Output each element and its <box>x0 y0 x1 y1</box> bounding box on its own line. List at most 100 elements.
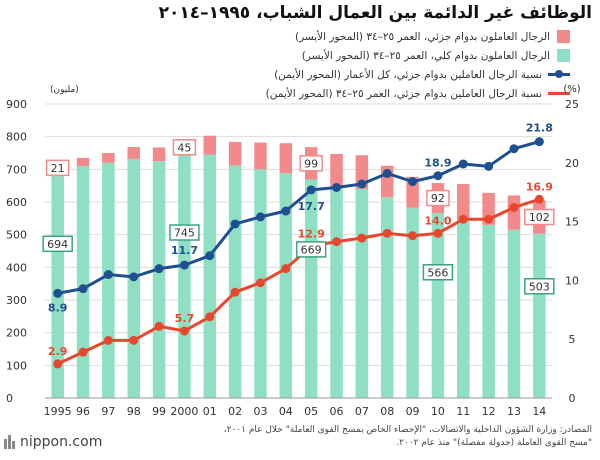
left-tick-label: 100 <box>6 359 27 372</box>
label-line-young: 16.9 <box>526 180 553 193</box>
line-all-point <box>230 219 240 229</box>
left-tick-label: 500 <box>6 229 27 242</box>
bar-fulltime <box>304 179 318 398</box>
source-line-2: "مسح القوى العاملة (جدولة مفصلة)" منذ عا… <box>396 438 592 448</box>
x-tick-label: 09 <box>406 405 420 418</box>
line-young-point <box>53 359 63 369</box>
line-young-point <box>458 214 468 224</box>
right-tick-label: 5 <box>569 333 576 346</box>
line-young-point <box>382 228 392 238</box>
line-all-point <box>255 212 265 222</box>
bar-parttime <box>127 147 140 159</box>
label-line-all: 21.8 <box>526 122 553 135</box>
right-tick-label: 25 <box>565 98 579 111</box>
label-line-young: 12.9 <box>298 227 325 240</box>
right-axis-label: (%) <box>563 84 580 95</box>
line-all-point <box>103 270 113 280</box>
right-tick-label: 10 <box>565 274 579 287</box>
line-all-point <box>382 168 392 178</box>
chart-title: الوظائف غير الدائمة بين العمال الشباب، ١… <box>158 3 592 23</box>
label-parttime-box <box>45 159 70 177</box>
left-tick-label: 600 <box>6 196 27 209</box>
x-tick-label: 98 <box>127 405 141 418</box>
legend-item-line-all: نسبة الرجال العاملين بدوام جزئي، كل الأع… <box>150 65 570 84</box>
bar-fulltime <box>507 229 521 398</box>
x-tick-label: 04 <box>279 405 293 418</box>
label-line-young: 14.0 <box>424 214 451 227</box>
bar-fulltime <box>152 161 166 398</box>
x-tick-label: 10 <box>431 405 445 418</box>
bar-fulltime <box>330 187 343 398</box>
x-tick-label: 11 <box>456 405 470 418</box>
bar-fulltime <box>406 207 419 398</box>
label-line-all: 17.7 <box>298 200 325 213</box>
x-tick-label: 07 <box>355 405 369 418</box>
label-fulltime-box <box>422 264 454 281</box>
label-fulltime-box <box>169 224 200 241</box>
label-fulltime: 745 <box>174 227 195 240</box>
legend-swatch-line-young <box>548 87 570 100</box>
line-young-point <box>154 321 164 331</box>
left-tick-label: 300 <box>6 294 27 307</box>
legend: الرجال العاملون بدوام جزئي، العمر ٢٥–٣٤ … <box>150 27 570 103</box>
legend-item-line-young: نسبة الرجال العاملين بدوام جزئي، العمر ٢… <box>150 84 570 103</box>
label-parttime: 102 <box>529 211 550 224</box>
label-fulltime: 669 <box>301 243 322 256</box>
x-tick-label: 13 <box>507 405 521 418</box>
label-parttime-box <box>299 155 323 172</box>
label-fulltime: 694 <box>47 238 68 251</box>
label-parttime: 92 <box>431 192 445 205</box>
line-all-point <box>78 284 88 294</box>
bar-fulltime <box>178 154 191 398</box>
label-line-all: 18.9 <box>424 157 451 170</box>
label-line-all: 8.9 <box>48 301 68 314</box>
x-tick-label: 03 <box>253 405 267 418</box>
line-all-point <box>458 159 468 169</box>
x-tick-label: 96 <box>76 405 90 418</box>
x-tick-label: 14 <box>532 405 546 418</box>
brand-name: nippon.com <box>20 434 103 450</box>
line-young-point <box>255 278 265 288</box>
left-tick-label: 800 <box>6 131 27 144</box>
right-tick-label: 20 <box>565 157 579 170</box>
bar-parttime <box>228 141 242 166</box>
legend-swatch-parttime <box>557 30 570 43</box>
line-all-point <box>509 144 519 154</box>
legend-swatch-line-all <box>548 68 570 81</box>
label-parttime-box <box>172 139 197 156</box>
line-all-point <box>534 137 544 147</box>
bar-fulltime <box>102 162 115 398</box>
line-young-point <box>357 233 367 243</box>
x-tick-label: 99 <box>152 405 166 418</box>
line-all-point <box>306 185 316 195</box>
line-all-point <box>484 161 494 171</box>
x-tick-label: 1995 <box>44 405 72 418</box>
right-tick-label: 0 <box>569 392 576 405</box>
line-young-point <box>230 287 240 297</box>
line-all-point <box>179 260 189 270</box>
left-tick-label: 700 <box>6 163 27 176</box>
brand-icon <box>4 435 16 449</box>
source-note: المصادر: وزارة الشؤون الداخلية والاتصالا… <box>152 424 592 450</box>
bar-parttime <box>102 153 115 163</box>
source-line-1: المصادر: وزارة الشؤون الداخلية والاتصالا… <box>223 425 592 435</box>
label-parttime-box <box>524 208 555 226</box>
line-all-point <box>205 251 215 261</box>
bar-parttime <box>457 184 470 220</box>
bar-fulltime <box>355 188 369 398</box>
line-all-point <box>357 179 367 189</box>
legend-item-parttime: الرجال العاملون بدوام جزئي، العمر ٢٥–٣٤ … <box>150 27 570 46</box>
line-young-point <box>129 335 139 345</box>
line-young-point <box>509 202 519 212</box>
bar-parttime <box>254 142 267 170</box>
line-young-point <box>205 312 215 322</box>
label-parttime: 99 <box>304 157 318 170</box>
bar-fulltime <box>228 165 242 398</box>
bar-fulltime <box>482 224 495 398</box>
bar-fulltime <box>203 154 217 398</box>
line-all-point <box>53 288 63 298</box>
label-line-all: 11.7 <box>171 244 198 257</box>
brand: nippon.com <box>4 434 102 450</box>
bar-fulltime <box>76 166 90 398</box>
